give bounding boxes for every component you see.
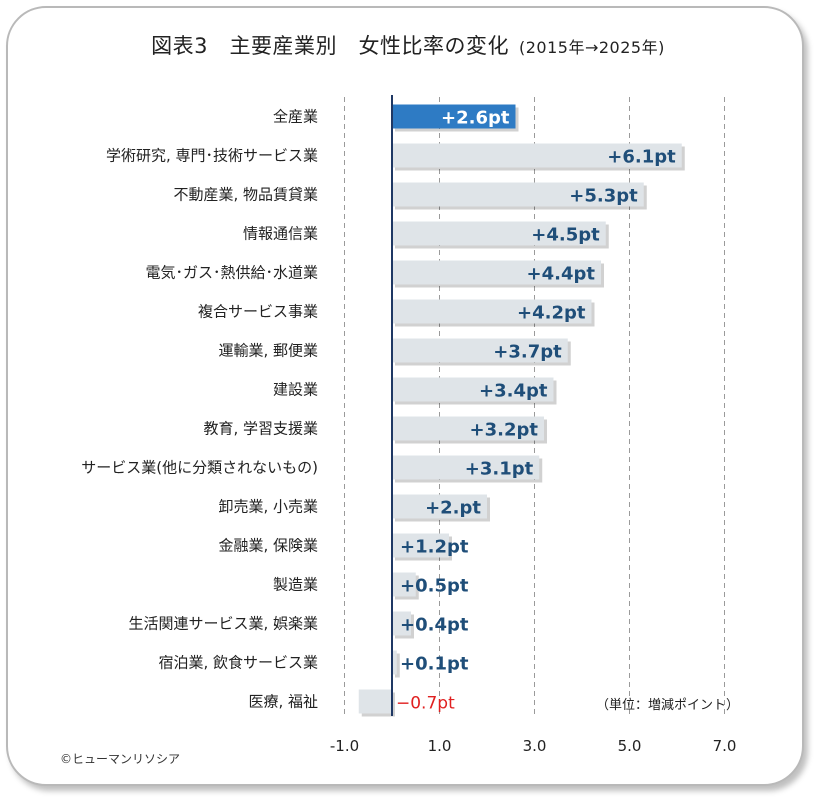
value-label: +2.pt	[425, 498, 481, 519]
value-label: +3.2pt	[470, 420, 539, 441]
category-label: 全産業	[273, 108, 318, 126]
x-tick-label: 5.0	[618, 737, 642, 755]
category-label: 運輸業, 郵便業	[218, 342, 318, 360]
category-label: 建設業	[273, 381, 318, 399]
bar	[392, 455, 540, 480]
bar-shadow	[395, 653, 400, 678]
bar	[392, 377, 554, 402]
bar	[392, 299, 592, 324]
category-label: 卸売業, 小売業	[218, 498, 318, 516]
value-label: +0.5pt	[400, 576, 469, 597]
chart-title-main: 図表3 主要産業別 女性比率の変化	[151, 34, 509, 58]
value-label: +3.1pt	[465, 459, 534, 480]
value-label: −0.7pt	[396, 694, 455, 714]
category-label: 宿泊業, 飲食サービス業	[158, 654, 318, 672]
bar	[392, 533, 449, 558]
category-label: 製造業	[273, 576, 318, 594]
category-label: 情報通信業	[243, 225, 318, 243]
bar	[392, 260, 601, 285]
value-label: +5.3pt	[569, 186, 638, 207]
category-label: 複合サービス事業	[198, 303, 318, 321]
category-label: 金融業, 保険業	[218, 537, 318, 555]
value-label: +4.4pt	[527, 264, 596, 285]
value-label: +3.7pt	[493, 342, 562, 363]
x-tick-label: 3.0	[523, 737, 547, 755]
x-tick-label: 7.0	[713, 737, 737, 755]
category-label: 不動産業, 物品賃貸業	[173, 186, 318, 204]
value-label: +1.2pt	[400, 537, 469, 558]
bar	[392, 104, 516, 129]
category-label: 生活関連サービス業, 娯楽業	[128, 615, 318, 633]
chart-title: 図表3 主要産業別 女性比率の変化 (2015年→2025年)	[0, 30, 816, 60]
bar	[392, 572, 416, 597]
category-label: 電気･ガス･熱供給･水道業	[145, 264, 318, 282]
value-label: +0.1pt	[400, 654, 469, 675]
bar	[392, 650, 397, 675]
bar	[358, 689, 392, 714]
value-label: +3.4pt	[479, 381, 548, 402]
bar	[392, 143, 682, 168]
category-label: 教育, 学習支援業	[203, 420, 318, 438]
x-tick-label: -1.0	[330, 737, 359, 755]
bar	[392, 182, 644, 207]
x-tick-label: 1.0	[428, 737, 452, 755]
value-label: +2.6pt	[441, 108, 510, 129]
bar	[392, 494, 487, 519]
bar	[392, 221, 606, 246]
value-label: +0.4pt	[400, 615, 469, 636]
credit: ©ヒューマンリソシア	[60, 752, 181, 766]
value-label: +4.2pt	[517, 303, 586, 324]
bar	[392, 611, 411, 636]
value-label: +6.1pt	[607, 147, 676, 168]
category-label: サービス業(他に分類されないもの)	[81, 459, 318, 477]
value-label: +4.5pt	[531, 225, 600, 246]
bar	[392, 416, 544, 441]
category-label: 学術研究, 専門･技術サービス業	[106, 147, 318, 165]
chart-title-sub: (2015年→2025年)	[519, 38, 665, 57]
unit-note: （単位：増減ポイント）	[596, 698, 740, 713]
bar	[392, 338, 568, 363]
category-label: 医療, 福祉	[248, 693, 318, 711]
